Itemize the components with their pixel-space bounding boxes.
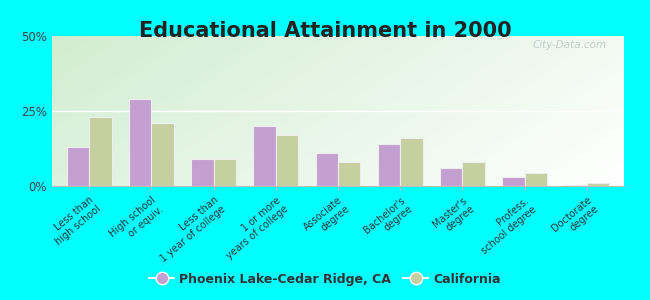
Bar [564, 184, 587, 186]
Bar [400, 138, 422, 186]
Bar [254, 126, 276, 186]
Bar [89, 117, 112, 186]
Bar [587, 183, 609, 186]
Bar [316, 153, 338, 186]
Bar [462, 162, 485, 186]
Bar [214, 159, 236, 186]
Text: Educational Attainment in 2000: Educational Attainment in 2000 [138, 21, 512, 41]
Bar [276, 135, 298, 186]
Bar [338, 162, 360, 186]
Bar [129, 99, 151, 186]
Bar [151, 123, 174, 186]
Bar [440, 168, 462, 186]
Bar [502, 177, 525, 186]
Text: City-Data.com: City-Data.com [533, 40, 607, 50]
Bar [67, 147, 89, 186]
Bar [378, 144, 400, 186]
Bar [525, 172, 547, 186]
Bar [191, 159, 214, 186]
Legend: Phoenix Lake-Cedar Ridge, CA, California: Phoenix Lake-Cedar Ridge, CA, California [144, 268, 506, 291]
